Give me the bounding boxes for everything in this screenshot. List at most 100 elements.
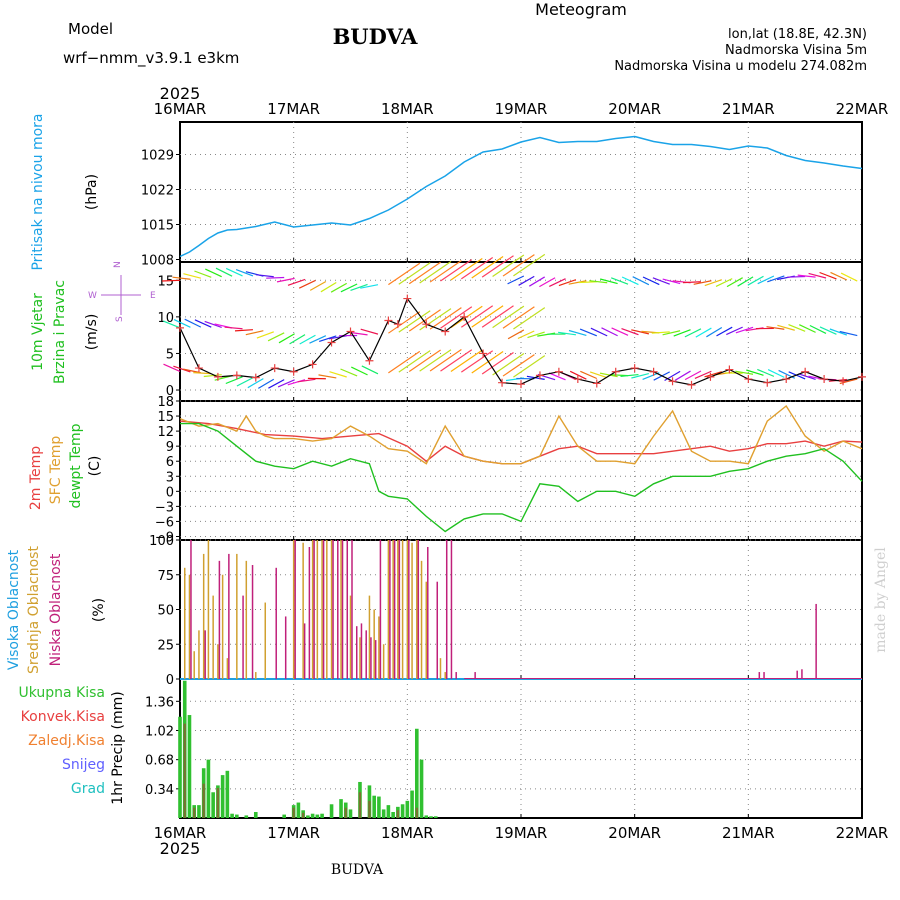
wind-speed-point (535, 371, 544, 380)
wind-speed-point (725, 365, 734, 374)
xtick-label-bottom: 22MAR (836, 824, 889, 842)
wind-arrow-mark (662, 330, 681, 336)
wind-arrow-mark (767, 369, 785, 378)
cloud-unit-label: (%) (91, 598, 107, 622)
wind-arrow-mark (225, 376, 243, 385)
wind-arrow-mark (673, 329, 691, 337)
precip-total-bar (400, 804, 405, 818)
wind-arrow-mark (276, 277, 295, 283)
wind-arrow-mark (558, 279, 577, 287)
wind-arrow-mark (215, 267, 233, 277)
wind-arrow-mark (513, 253, 546, 277)
wind-arrow-mark (330, 282, 348, 293)
wind-arrow-mark (481, 255, 514, 278)
compass-w: W (88, 291, 97, 301)
wind-arrow-mark (513, 307, 546, 330)
precip-conv-bar (358, 792, 362, 818)
compass-e: E (150, 291, 156, 301)
wind-arrow-mark (460, 257, 494, 280)
wind-arrow-mark (620, 373, 639, 377)
ytick-label-pressure: 1029 (141, 149, 174, 164)
wind-speed-point (213, 372, 222, 381)
ytick-label-temp: 9 (166, 440, 174, 455)
ytick-label-precip: 1.02 (145, 724, 174, 739)
compass-s: S (115, 316, 125, 322)
ytick-label-temp: 15 (157, 410, 174, 425)
wind-arrow-mark (194, 270, 212, 278)
ytick-label-temp: 3 (166, 470, 174, 485)
wind-arrow-mark (600, 278, 618, 285)
xtick-label-bottom: 17MAR (267, 824, 320, 842)
wind-arrow-mark (440, 349, 473, 372)
wind-arrow-mark (351, 366, 368, 376)
wind-arrow-mark (235, 269, 254, 277)
pressure-series-line (179, 135, 863, 258)
ytick-label-cloud: 25 (157, 638, 174, 653)
wind-speed-point (176, 323, 184, 332)
wind-arrow-mark (204, 320, 222, 329)
footer-title: BUDVA (331, 862, 384, 878)
ytick-label-temp: −6 (155, 515, 174, 530)
wind-speed-point (289, 367, 298, 376)
wind-speed-point (517, 380, 525, 389)
pressure-unit-label: (hPa) (84, 174, 100, 210)
wind-arrow-mark (471, 305, 504, 328)
wind-arrow-mark (610, 277, 629, 285)
ytick-label-pressure: 1008 (141, 254, 174, 269)
precip-total-bar (315, 814, 320, 818)
wind-arrow-mark (757, 368, 775, 377)
wind-speed-point (573, 375, 582, 384)
wind-arrow-mark (652, 277, 670, 285)
precip-total-bar (405, 800, 410, 818)
temp-dewpt-line (180, 422, 863, 533)
wind-speed-point (592, 379, 601, 388)
precip-legend-0: Ukupna Kisa (18, 685, 105, 701)
wind-arrow-mark (757, 275, 775, 285)
wind-arrow-mark (589, 280, 608, 284)
wind-arrow-mark (726, 326, 743, 336)
wind-arrow-mark (682, 281, 701, 284)
wind-arrow-mark (492, 305, 525, 329)
wind-arrow-mark (350, 283, 368, 291)
wind-arrow-mark (788, 324, 806, 332)
wind-speed-point (270, 364, 279, 373)
wind-arrow-mark (267, 332, 285, 342)
wind-arrow-mark (278, 333, 295, 344)
wind-arrow-mark (651, 331, 670, 334)
mid-cloud-axis-title: Srednja Oblacnost (26, 546, 42, 674)
wind-speed-point (498, 378, 507, 387)
precip-legend-1: Konvek.Kisa (21, 709, 105, 725)
xtick-label-bottom: 21MAR (722, 824, 775, 842)
ytick-label-cloud: 100 (149, 534, 174, 549)
wind-arrow-mark (706, 326, 723, 338)
ytick-label-pressure: 1022 (141, 184, 174, 199)
wind-arrow-mark (408, 309, 441, 332)
wind-arrow-mark (502, 254, 535, 277)
wind-arrow-mark (674, 370, 691, 381)
wind-speed-point (422, 320, 431, 329)
wind-speed-point (194, 364, 203, 373)
wind-arrow-mark (737, 276, 754, 287)
xtick-label-top: 21MAR (722, 100, 775, 118)
wind-arrow-mark (704, 371, 722, 378)
wind-arrow-mark (735, 326, 754, 334)
wind-unit-label: (m/s) (84, 314, 100, 351)
precip-total-bar (377, 796, 381, 818)
wind-arrow-mark (798, 373, 816, 381)
precip-total-bar (320, 813, 324, 818)
wind-arrow-mark (224, 326, 243, 330)
wind-arrow-mark (419, 349, 452, 372)
credit-label: made by Angel (873, 547, 889, 653)
wind-arrow-mark (163, 363, 181, 372)
wind-arrow-mark (298, 279, 316, 289)
wind-arrow-mark (328, 335, 347, 340)
wind-arrow-mark (777, 324, 795, 331)
wind-arrow-mark (236, 377, 254, 387)
wind-arrow-mark (429, 349, 462, 372)
xtick-label-bottom: 20MAR (608, 824, 661, 842)
wind-arrow-mark (830, 271, 848, 281)
wind-arrow-mark (539, 277, 556, 288)
wind-speed-point (668, 377, 677, 386)
wind-arrow-mark (319, 335, 337, 342)
